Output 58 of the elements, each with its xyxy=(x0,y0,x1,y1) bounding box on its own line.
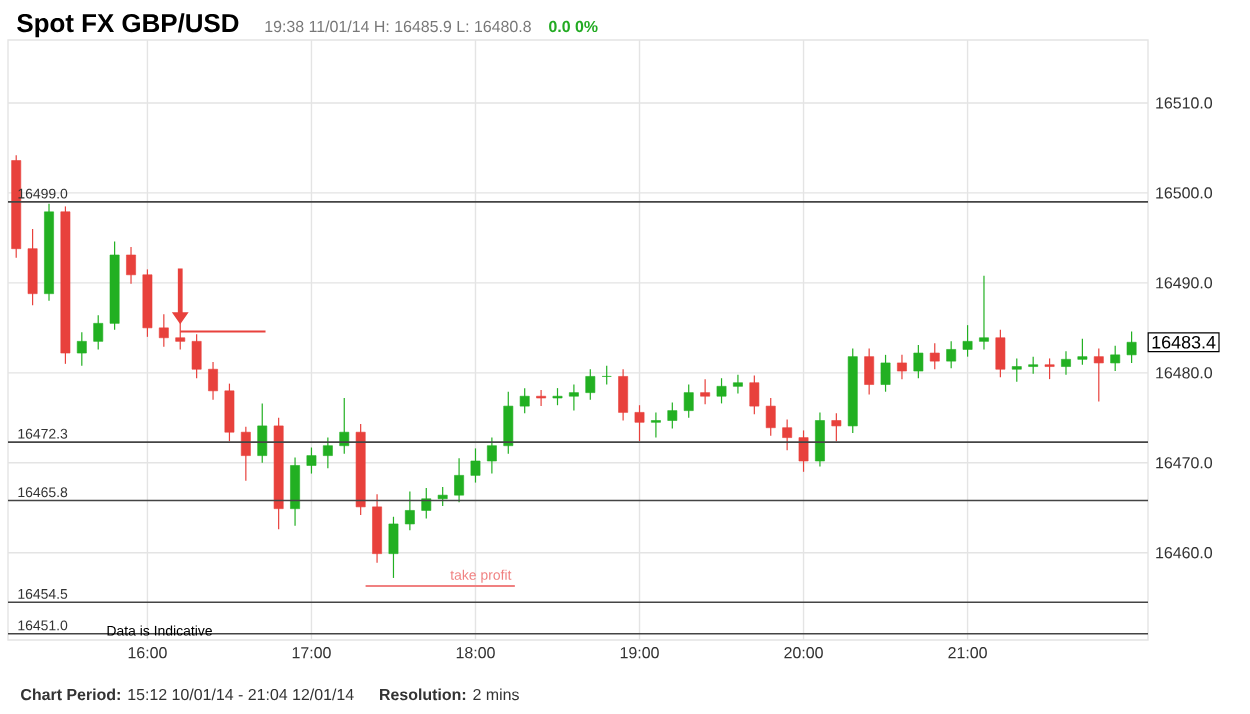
candlestick xyxy=(585,368,596,401)
candlestick xyxy=(749,374,760,415)
candlestick xyxy=(224,383,235,442)
candlestick xyxy=(995,329,1006,378)
candlestick xyxy=(388,516,399,579)
candlestick xyxy=(487,437,497,475)
candlestick xyxy=(601,365,612,386)
candlestick xyxy=(240,426,251,482)
candlestick xyxy=(962,324,973,358)
candlestick xyxy=(519,387,530,414)
candlestick xyxy=(1061,350,1071,376)
candlestick xyxy=(733,374,743,395)
candlestick xyxy=(815,411,825,467)
candlestick xyxy=(913,344,924,379)
candlestick xyxy=(683,383,694,419)
candlestick xyxy=(372,493,382,564)
candlestick xyxy=(897,354,907,380)
candlestick xyxy=(880,354,891,393)
candlestick xyxy=(1044,357,1055,380)
annotation: 16483.4 xyxy=(1152,335,1216,349)
candlestick xyxy=(536,389,546,407)
candlestick xyxy=(1110,345,1121,372)
candlestick xyxy=(437,486,448,507)
candlestick xyxy=(618,368,628,422)
candlestick xyxy=(404,490,415,531)
candlestick xyxy=(716,377,727,405)
candlestick xyxy=(454,457,464,503)
candlestick xyxy=(322,437,333,469)
candlestick xyxy=(76,331,87,367)
candlestick xyxy=(651,411,661,439)
candlestick xyxy=(782,419,793,451)
candlestick xyxy=(864,347,875,396)
candlestick xyxy=(503,391,514,455)
candlestick xyxy=(569,383,579,412)
candlestick xyxy=(929,342,940,370)
candlestick xyxy=(667,401,678,430)
candlestick xyxy=(1093,347,1104,403)
candlestick xyxy=(208,361,218,401)
candlestick xyxy=(1126,330,1137,364)
candlestick xyxy=(470,447,481,484)
candlestick xyxy=(831,412,842,442)
candlestick xyxy=(634,404,645,442)
candlestick xyxy=(257,402,268,464)
candlestick xyxy=(700,378,711,405)
candlestick xyxy=(158,313,169,348)
chart-title: Spot FX GBP/USD xyxy=(17,13,239,38)
candlestick xyxy=(126,246,136,285)
candlestick xyxy=(946,340,957,369)
candlestick xyxy=(27,228,38,306)
candlestick xyxy=(339,397,350,455)
candlestick xyxy=(93,314,104,351)
candlestick xyxy=(290,456,300,527)
candlestick xyxy=(421,487,432,520)
candlestick xyxy=(1011,357,1022,383)
candlestick xyxy=(765,397,776,437)
candlestick xyxy=(306,446,317,475)
candlestick xyxy=(1077,338,1088,366)
candlestick xyxy=(979,275,989,351)
